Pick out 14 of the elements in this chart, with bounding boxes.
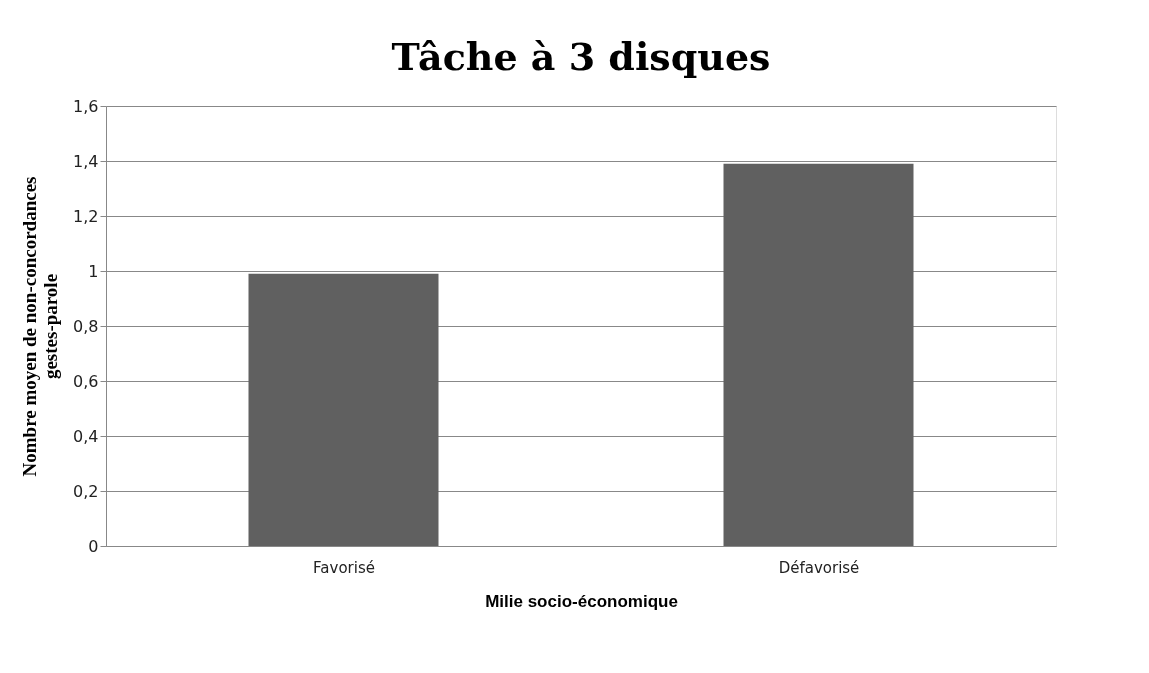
y-tick-label: 1,4 [73,151,99,171]
y-tick-label: 0 [88,536,99,556]
y-tick-label: 0,2 [73,481,99,501]
y-axis-title: Nombre moyen de non-concordances gestes-parole [19,176,62,477]
y-tick-label: 1,2 [73,206,99,226]
x-tick-label: Défavorisé [778,558,860,577]
y-tick-label: 1 [88,261,99,281]
y-tick-label: 0,6 [73,371,99,391]
y-tick-label: 0,4 [73,426,99,446]
x-axis-title: Milie socio-économique [485,591,678,611]
x-tick-label: Favorisé [313,558,375,577]
y-tick-label: 0,8 [73,316,99,336]
chart-title: Tâche à 3 disques [391,34,771,79]
y-tick-label: 1,6 [73,96,99,116]
